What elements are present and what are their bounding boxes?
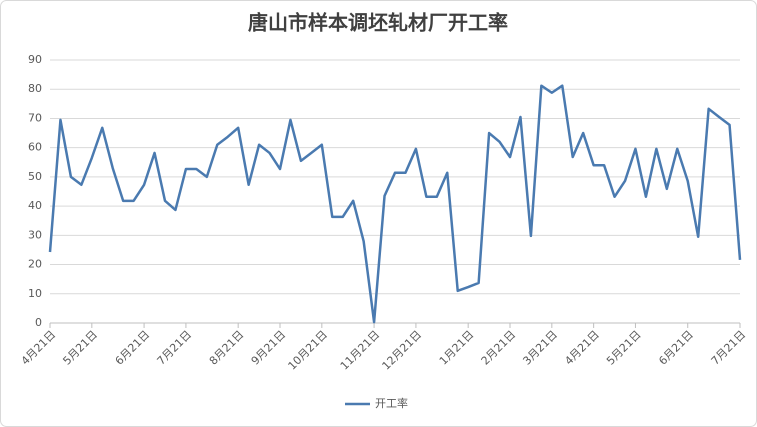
y-tick-label: 90 [28, 53, 42, 66]
y-tick-label: 20 [28, 258, 42, 271]
data-line [48, 84, 742, 324]
legend-label: 开工率 [375, 396, 408, 410]
y-tick-label: 50 [28, 170, 42, 183]
y-tick-label: 10 [28, 287, 42, 300]
y-tick-label: 0 [35, 316, 42, 329]
y-tick-label: 70 [28, 111, 42, 124]
y-tick-label: 30 [28, 228, 42, 241]
y-tick-label: 60 [28, 141, 42, 154]
chart-title: 唐山市样本调坯轧材厂开工率 [248, 11, 508, 35]
y-tick-label: 80 [28, 82, 42, 95]
y-tick-label: 40 [28, 199, 42, 212]
